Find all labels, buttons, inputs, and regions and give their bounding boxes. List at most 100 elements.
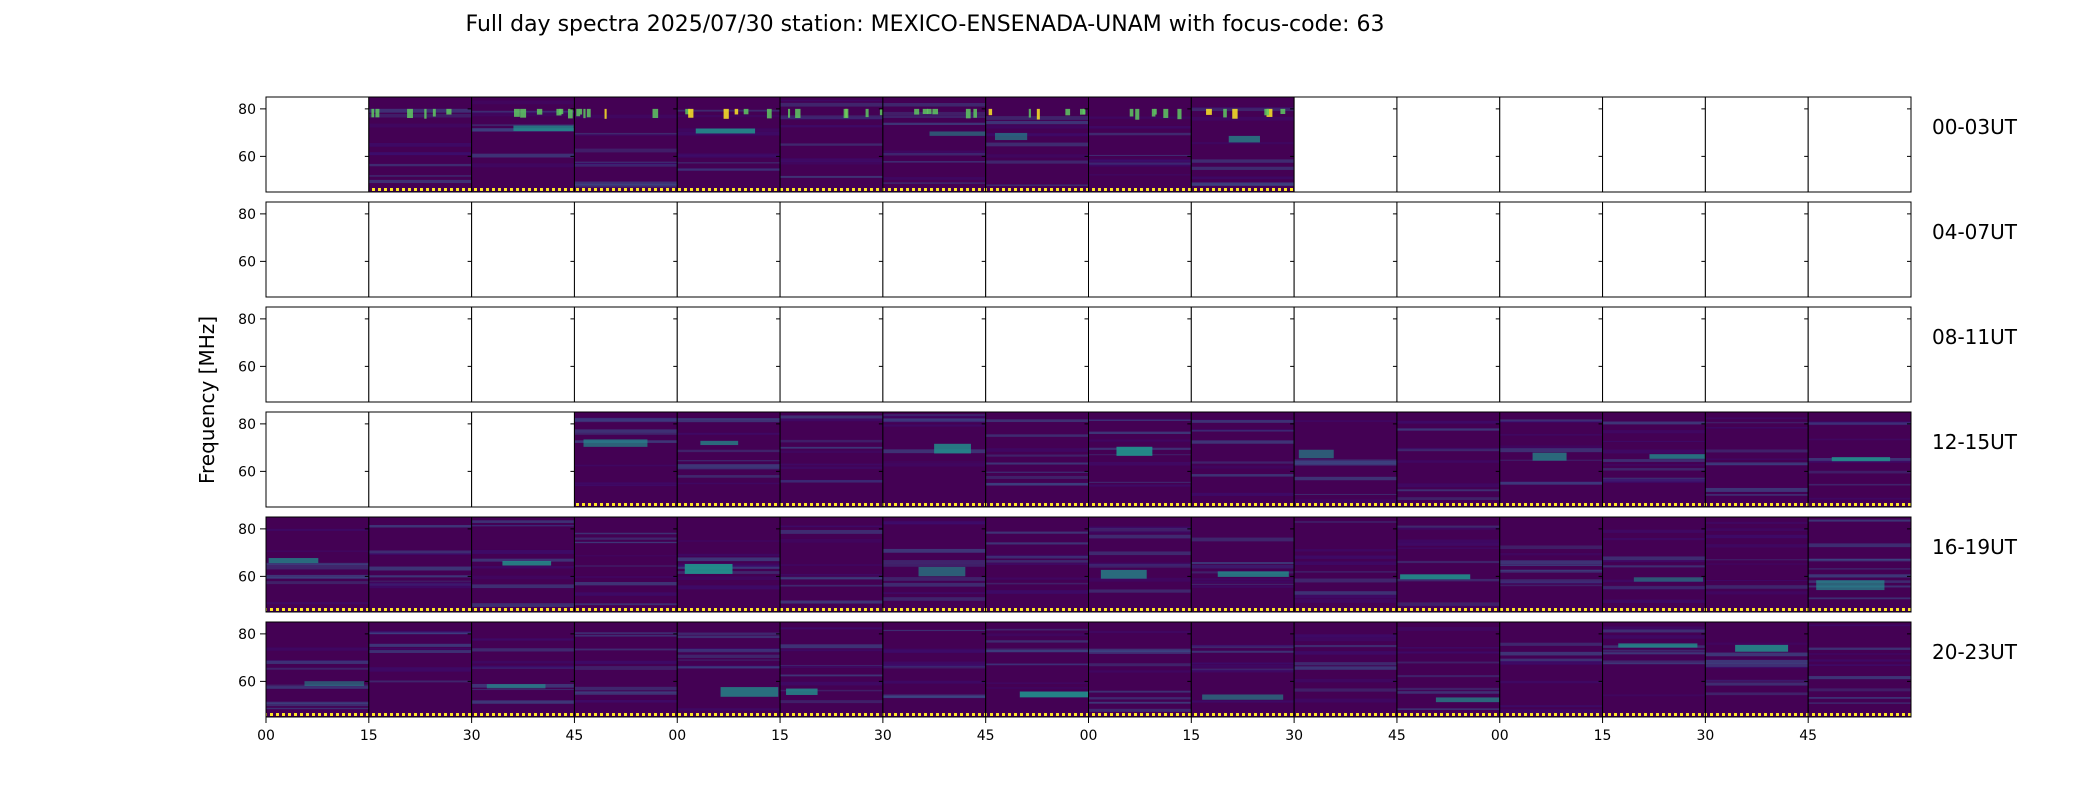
spectral-band <box>1191 644 1295 647</box>
spectral-band <box>1191 581 1295 583</box>
emission-band <box>502 560 552 566</box>
spectral-band <box>266 581 369 585</box>
spectral-band <box>985 142 1089 147</box>
spectral-band <box>1191 645 1295 649</box>
spectral-band <box>1191 182 1295 187</box>
burst-mark <box>795 108 801 118</box>
panel-background <box>574 412 678 507</box>
spectral-band <box>780 529 883 534</box>
spectral-band <box>266 684 369 689</box>
emission-band <box>486 684 546 689</box>
panel-frame <box>1807 306 1912 403</box>
spectral-band <box>1088 589 1192 593</box>
spectral-band <box>368 650 472 653</box>
spectral-band <box>677 659 781 661</box>
spectral-band <box>882 150 986 155</box>
spectral-band <box>368 667 472 671</box>
spectral-band <box>1294 666 1397 670</box>
spectral-band <box>677 131 781 136</box>
emission-band <box>934 443 971 454</box>
panel-background <box>882 517 986 612</box>
spectral-band <box>985 633 1089 637</box>
spectral-band <box>1808 483 1911 486</box>
spectral-band <box>1602 660 1706 663</box>
spectral-band <box>266 647 369 651</box>
panel-background <box>985 622 1089 717</box>
data-marker-line <box>985 713 1089 716</box>
panel-background <box>1191 517 1295 612</box>
spectrum-panel <box>471 516 575 613</box>
spectral-band <box>882 664 986 668</box>
burst-mark <box>766 108 772 119</box>
panel-background <box>780 202 883 297</box>
spectral-band <box>1602 440 1706 443</box>
spectrum-panel <box>1602 201 1706 298</box>
spectral-band <box>985 590 1089 594</box>
panel-background <box>1705 622 1809 717</box>
spectral-band <box>574 181 678 186</box>
spectrum-panel <box>1807 621 1912 718</box>
spectrum-panel <box>1396 306 1501 403</box>
spectrum-panel <box>1190 96 1295 193</box>
spectral-band <box>1191 474 1295 477</box>
panel-background <box>266 517 369 612</box>
spectral-band <box>1705 585 1809 589</box>
spectral-band <box>574 417 678 421</box>
spectral-band <box>1294 637 1397 642</box>
spectral-band <box>1602 565 1706 568</box>
data-marker-line <box>368 713 472 716</box>
spectral-band <box>266 567 369 570</box>
spectral-band <box>471 648 575 652</box>
spectral-band <box>882 424 986 427</box>
panel-frame <box>1807 621 1912 718</box>
spectrum-panel <box>368 306 473 403</box>
y-tick-label: 60 <box>238 464 256 480</box>
spectral-band <box>1499 421 1603 423</box>
spectral-band <box>780 102 883 107</box>
spectral-band <box>1088 663 1192 667</box>
spectral-band <box>574 634 678 637</box>
panel-background <box>574 97 678 192</box>
spectral-band <box>677 553 781 557</box>
spectral-band <box>780 564 883 566</box>
spectral-band <box>368 163 472 167</box>
spectral-band <box>574 134 678 136</box>
spectral-band <box>1705 591 1809 595</box>
spectrum-panel <box>1190 201 1295 298</box>
spectral-band <box>368 552 472 556</box>
burst-mark <box>1028 108 1031 118</box>
spectral-band <box>1499 448 1603 453</box>
emission-band <box>684 563 733 574</box>
data-marker-line <box>1602 608 1706 611</box>
data-marker-line <box>1499 608 1603 611</box>
spectral-band <box>780 538 883 543</box>
spectral-band <box>1396 539 1500 543</box>
spectral-band <box>780 446 883 449</box>
panel-background <box>1396 97 1500 192</box>
spectral-band <box>677 418 781 420</box>
spectral-band <box>1808 688 1911 692</box>
spectral-band <box>1191 420 1295 423</box>
spectral-band <box>882 102 986 107</box>
spectral-band <box>471 100 575 105</box>
spectral-band <box>471 520 575 523</box>
spectral-band <box>1499 445 1603 449</box>
burst-mark <box>446 108 452 115</box>
spectrum-panel <box>985 516 1089 613</box>
y-tick-label: 80 <box>238 102 256 118</box>
spectral-band <box>1191 176 1295 180</box>
spectral-band <box>677 654 781 658</box>
spectral-band <box>677 557 781 562</box>
spectral-band <box>266 574 369 579</box>
burst-mark <box>743 108 749 115</box>
spectral-band <box>780 418 883 422</box>
burst-mark <box>514 108 520 117</box>
spectral-band <box>677 585 781 590</box>
spectral-band <box>780 700 883 704</box>
spectrum-panel <box>471 201 575 298</box>
spectral-band <box>882 582 986 587</box>
spectral-band <box>1088 162 1192 165</box>
burst-mark <box>927 108 932 114</box>
spectral-band <box>574 132 678 135</box>
